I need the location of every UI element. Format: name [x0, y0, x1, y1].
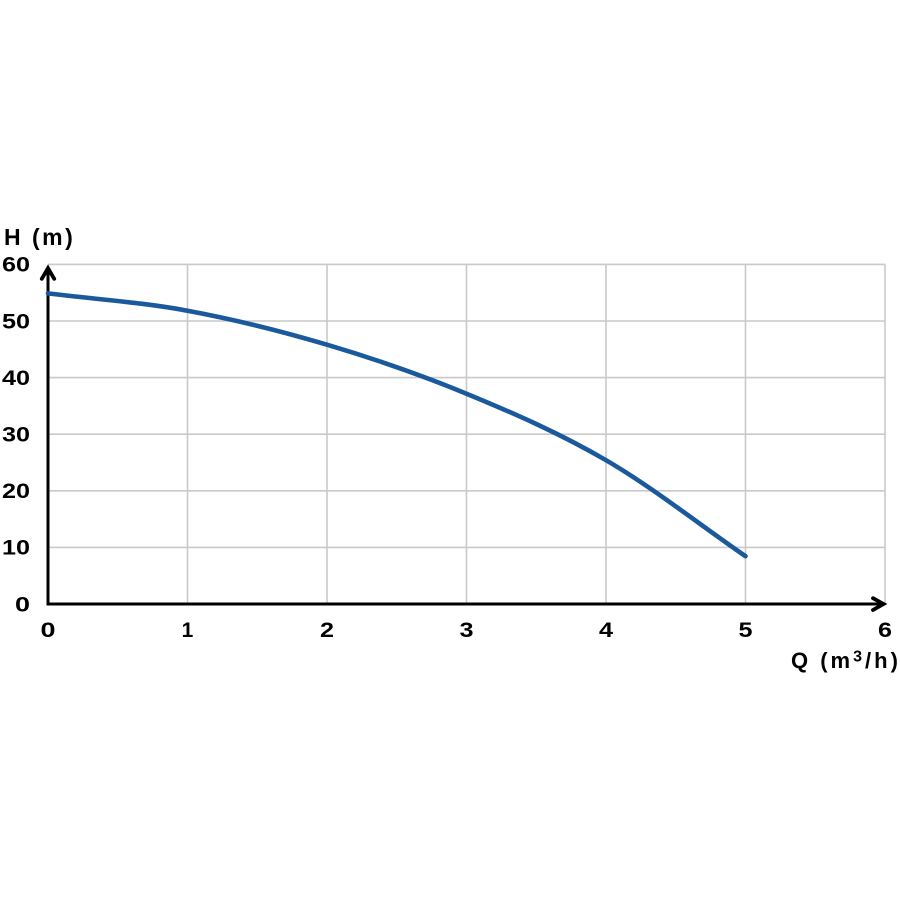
svg-text:4: 4 — [599, 619, 613, 642]
svg-text:Q (m3/h): Q (m3/h) — [791, 648, 900, 673]
svg-text:0: 0 — [41, 619, 56, 642]
svg-text:3: 3 — [460, 619, 474, 642]
svg-text:60: 60 — [2, 254, 30, 277]
svg-text:5: 5 — [739, 619, 753, 642]
svg-text:6: 6 — [878, 619, 892, 642]
svg-text:H (m): H (m) — [4, 224, 75, 250]
svg-text:2: 2 — [320, 619, 334, 642]
svg-text:30: 30 — [2, 424, 30, 447]
svg-text:20: 20 — [2, 480, 30, 503]
svg-text:10: 10 — [2, 537, 30, 560]
svg-text:40: 40 — [2, 367, 30, 390]
svg-text:0: 0 — [15, 593, 30, 616]
svg-text:1: 1 — [182, 619, 194, 642]
svg-text:50: 50 — [2, 310, 30, 333]
